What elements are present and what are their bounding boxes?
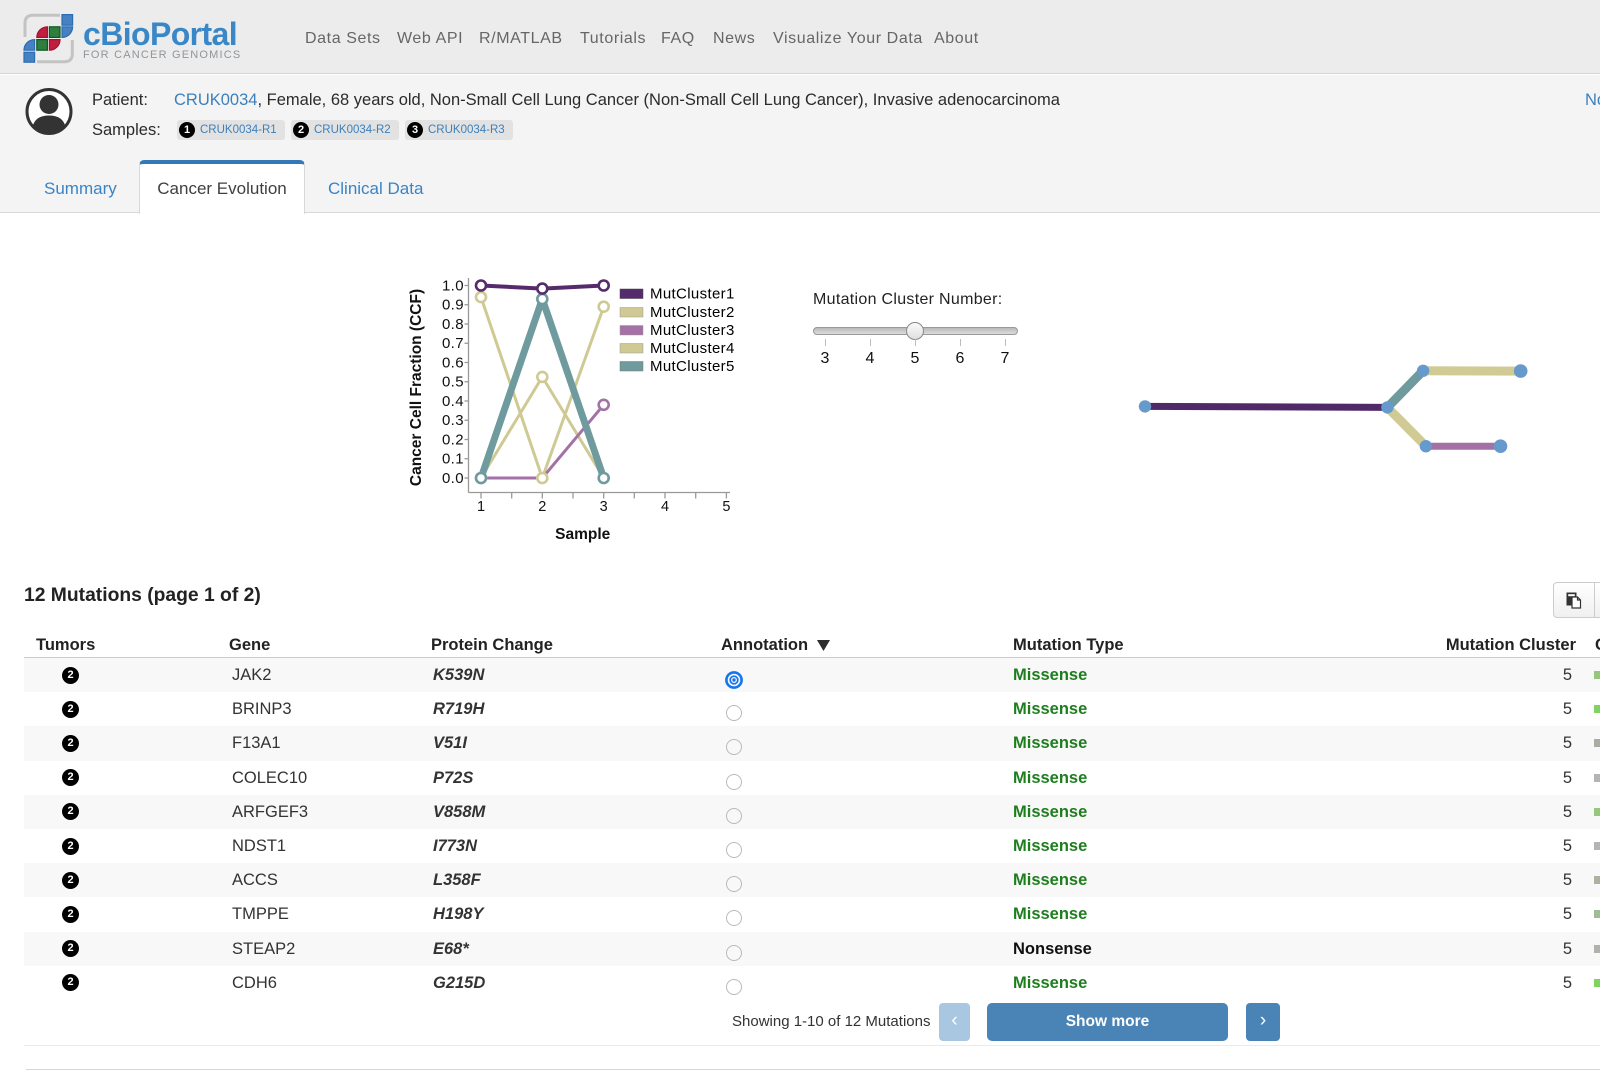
svg-text:0.3: 0.3 (442, 412, 464, 429)
svg-text:0.4: 0.4 (442, 393, 464, 410)
svg-text:0.2: 0.2 (442, 432, 464, 449)
svg-text:0.8: 0.8 (442, 316, 464, 333)
svg-text:MutCluster2: MutCluster2 (650, 304, 735, 321)
svg-text:3: 3 (600, 499, 608, 515)
svg-text:MutCluster4: MutCluster4 (650, 340, 735, 357)
svg-text:1.0: 1.0 (442, 278, 464, 295)
svg-text:Cancer Cell Fraction (CCF): Cancer Cell Fraction (CCF) (408, 289, 425, 486)
svg-text:4: 4 (661, 499, 669, 515)
svg-text:0.0: 0.0 (442, 470, 464, 487)
svg-text:0.1: 0.1 (442, 451, 464, 468)
svg-text:1: 1 (477, 499, 485, 515)
svg-text:MutCluster5: MutCluster5 (650, 358, 735, 375)
svg-text:MutCluster1: MutCluster1 (650, 286, 735, 303)
svg-text:5: 5 (722, 499, 730, 515)
svg-text:0.9: 0.9 (442, 297, 464, 314)
svg-text:Sample: Sample (555, 526, 611, 543)
svg-text:0.6: 0.6 (442, 355, 464, 372)
svg-text:MutCluster3: MutCluster3 (650, 322, 735, 339)
svg-text:0.7: 0.7 (442, 335, 464, 352)
svg-text:2: 2 (538, 499, 546, 515)
svg-text:0.5: 0.5 (442, 374, 464, 391)
